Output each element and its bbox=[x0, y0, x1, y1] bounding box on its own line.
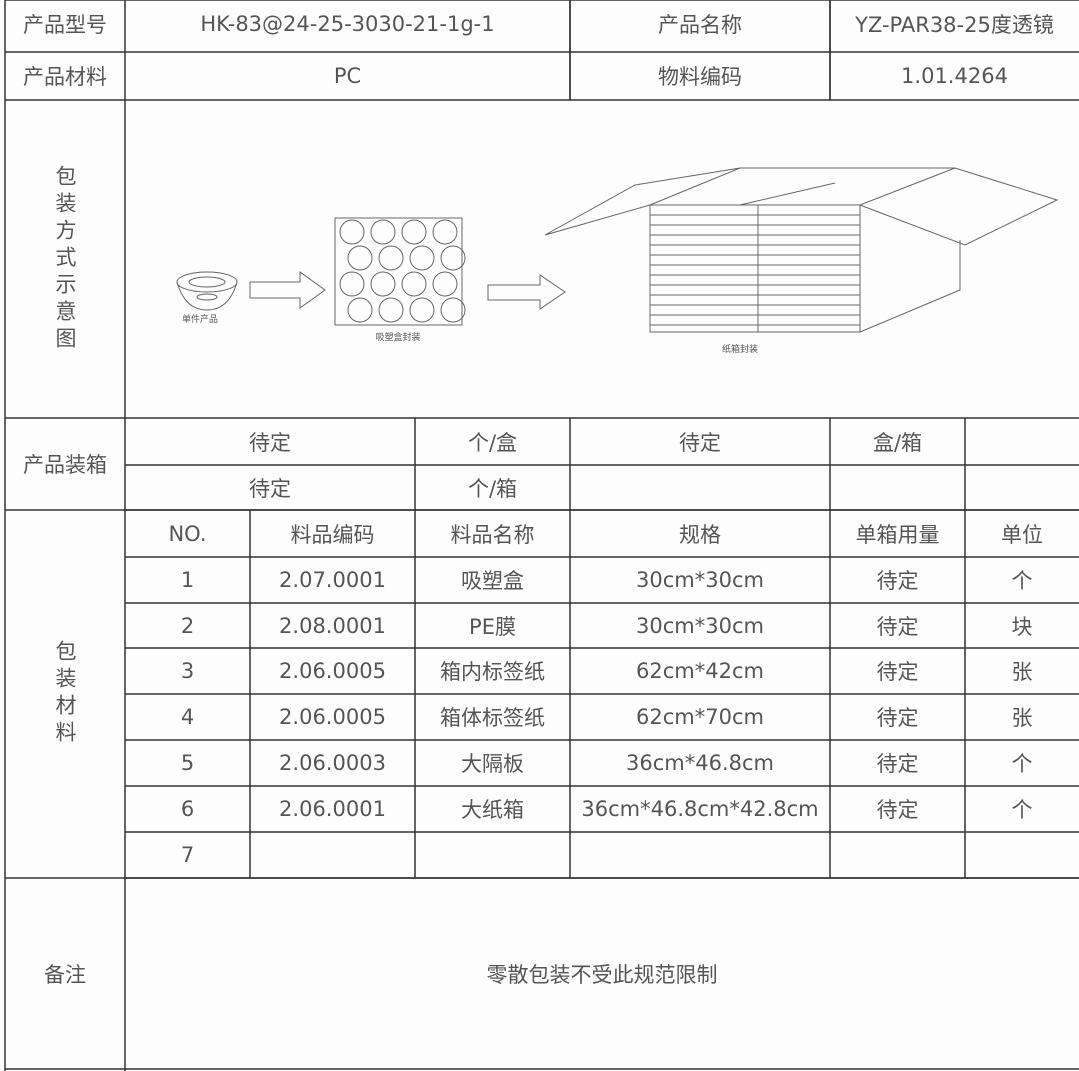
cell: 36cm*46.8cm*42.8cm bbox=[581, 797, 819, 821]
cell: 个 bbox=[1011, 798, 1033, 822]
cell: 6 bbox=[180, 797, 195, 821]
cell: 2 bbox=[180, 613, 195, 638]
cell: 单位 bbox=[1001, 522, 1043, 547]
cell: 30cm*30cm bbox=[636, 568, 764, 592]
cell: 5 bbox=[180, 751, 195, 775]
cavity bbox=[378, 245, 404, 271]
cavity bbox=[401, 219, 427, 245]
cell: 大纸箱 bbox=[461, 798, 524, 822]
cell: 1.01.4264 bbox=[901, 64, 1008, 88]
cell: 2.06.0005 bbox=[279, 705, 386, 729]
cell: 吸塑盒 bbox=[461, 569, 524, 593]
cell: 箱内标签纸 bbox=[440, 660, 545, 684]
cavity bbox=[432, 271, 458, 297]
cell: HK-83@24-25-3030-21-1g-1 bbox=[200, 12, 495, 36]
cell: 个/盒 bbox=[467, 430, 518, 455]
cell: 待定 bbox=[876, 706, 919, 730]
cell: 备注 bbox=[44, 962, 86, 987]
cavity bbox=[378, 297, 404, 323]
cell: 包装材料 bbox=[53, 640, 77, 748]
cell: 1 bbox=[180, 568, 195, 592]
cavity bbox=[432, 219, 458, 245]
cavity bbox=[370, 219, 396, 245]
cell: 零散包装不受此规范限制 bbox=[486, 962, 718, 987]
arrow bbox=[487, 274, 566, 310]
arrow bbox=[249, 271, 326, 309]
cell: 待定 bbox=[679, 430, 721, 455]
cavity bbox=[370, 271, 396, 297]
cell: 2.06.0005 bbox=[279, 659, 386, 683]
cell: 待定 bbox=[249, 476, 291, 501]
cell: 产品装箱 bbox=[23, 453, 107, 477]
cell: 30cm*30cm bbox=[636, 613, 764, 638]
cell: 待定 bbox=[876, 569, 919, 593]
cell: 个/箱 bbox=[467, 476, 518, 501]
cell: 大隔板 bbox=[461, 752, 524, 776]
cell: 张 bbox=[1011, 706, 1033, 730]
cavity bbox=[401, 271, 427, 297]
cell: 2.06.0001 bbox=[279, 797, 386, 821]
cell: 待定 bbox=[249, 430, 291, 455]
cell: 产品型号 bbox=[23, 13, 107, 37]
cell: 张 bbox=[1011, 660, 1033, 684]
single-product bbox=[176, 271, 238, 311]
cavity bbox=[440, 245, 466, 271]
cell: 盒/箱 bbox=[872, 430, 923, 455]
cavity bbox=[347, 245, 373, 271]
cell: 物料编码 bbox=[658, 65, 742, 89]
step-label: 吸塑盒封装 bbox=[375, 331, 420, 343]
cell: 7 bbox=[180, 843, 195, 867]
cavity bbox=[339, 271, 365, 297]
cavity bbox=[339, 219, 365, 245]
cavity bbox=[440, 297, 466, 323]
cell: 料品名称 bbox=[450, 522, 535, 547]
cell: 个 bbox=[1011, 752, 1033, 776]
cell: YZ-PAR38-25度透镜 bbox=[855, 13, 1054, 37]
cell: 2.06.0003 bbox=[279, 751, 386, 775]
cell: 2.08.0001 bbox=[279, 613, 386, 638]
cavity bbox=[409, 297, 435, 323]
cell: 4 bbox=[180, 705, 195, 729]
cell: 产品名称 bbox=[658, 13, 742, 37]
cell: 待定 bbox=[876, 798, 919, 822]
cavity bbox=[409, 245, 435, 271]
cell: 箱体标签纸 bbox=[440, 706, 545, 730]
step-label: 纸箱封装 bbox=[722, 343, 758, 355]
cell: 包装方式示意图 bbox=[53, 164, 77, 354]
carton bbox=[544, 167, 1059, 333]
cell: 块 bbox=[1011, 614, 1033, 639]
cavity bbox=[347, 297, 373, 323]
cell: 个 bbox=[1011, 569, 1033, 593]
cell: 2.07.0001 bbox=[279, 568, 386, 592]
cell: 待定 bbox=[876, 752, 919, 776]
cell: NO. bbox=[168, 521, 207, 546]
cell: 料品编码 bbox=[290, 522, 375, 547]
cell: 62cm*42cm bbox=[636, 659, 764, 683]
step-label: 单件产品 bbox=[182, 313, 218, 325]
cell: 产品材料 bbox=[23, 65, 107, 89]
cell: 3 bbox=[180, 659, 195, 683]
cell: 待定 bbox=[876, 614, 919, 639]
cell: PC bbox=[333, 64, 362, 88]
cell: 待定 bbox=[876, 660, 919, 684]
cell: 36cm*46.8cm bbox=[626, 751, 774, 775]
cell: 单箱用量 bbox=[855, 522, 940, 547]
blister-box bbox=[334, 217, 466, 326]
cell: 规格 bbox=[679, 522, 721, 547]
cell: 62cm*70cm bbox=[636, 705, 764, 729]
cell: PE膜 bbox=[469, 614, 516, 639]
